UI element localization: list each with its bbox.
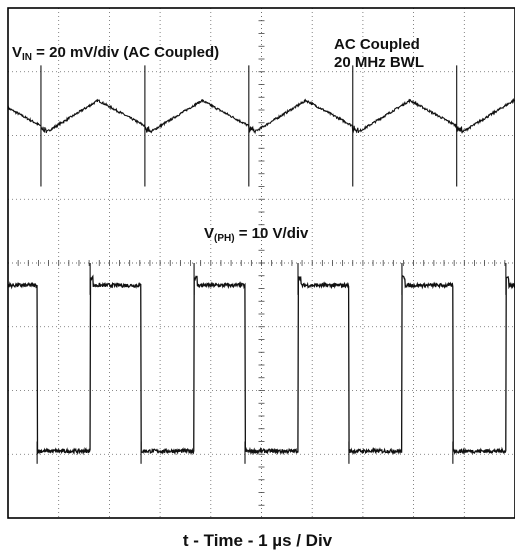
vin-series-label: VIN = 20 mV/div (AC Coupled) <box>12 45 219 63</box>
x-axis-label: t - Time - 1 µs / Div <box>182 531 333 550</box>
grid <box>8 8 515 518</box>
vph-label-sub: (PH) <box>214 233 235 244</box>
vph-trace <box>7 274 515 456</box>
vin-label-main: V <box>12 44 23 61</box>
vin-trace <box>7 97 515 135</box>
coupling-annotation-line1: AC Coupled <box>334 36 420 53</box>
vph-series-label: V(PH) = 10 V/div <box>204 226 308 244</box>
coupling-annotation: AC Coupled 20 MHz BWL <box>334 36 424 72</box>
plot-frame <box>7 7 515 519</box>
vin-label-rest: = 20 mV/div (AC Coupled) <box>32 44 220 61</box>
vph-label-main: V <box>204 225 215 242</box>
traces <box>7 65 515 464</box>
coupling-annotation-line2: 20 MHz BWL <box>334 54 424 71</box>
vph-label-rest: = 10 V/div <box>234 225 309 242</box>
vin-label-sub: IN <box>22 52 33 63</box>
